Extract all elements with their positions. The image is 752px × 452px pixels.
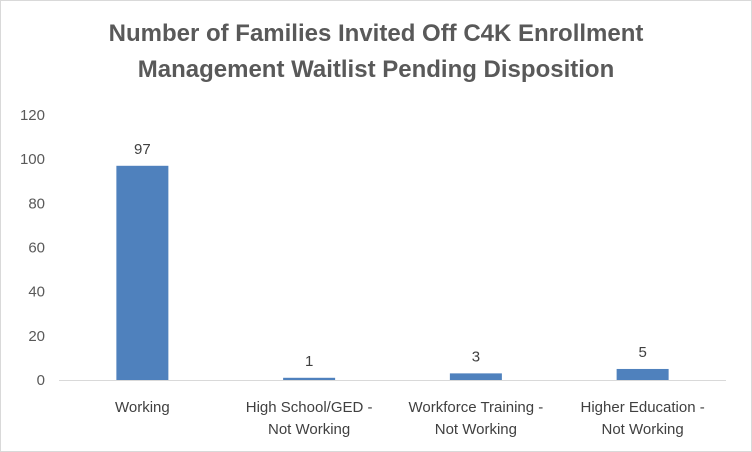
y-tick-label: 20 bbox=[28, 328, 45, 345]
y-tick-label: 100 bbox=[20, 151, 45, 168]
bars-group bbox=[116, 165, 669, 380]
y-tick-label: 40 bbox=[28, 284, 45, 301]
bar bbox=[449, 373, 502, 380]
bar bbox=[616, 368, 669, 380]
category-label: High School/GED - bbox=[246, 399, 373, 416]
y-tick-label: 60 bbox=[28, 240, 45, 257]
y-tick-label: 80 bbox=[28, 195, 45, 212]
category-label: Working bbox=[115, 399, 170, 416]
data-label: 97 bbox=[134, 141, 151, 158]
data-labels-group: 97 1 3 5 bbox=[134, 141, 647, 370]
data-label: 1 bbox=[305, 353, 313, 370]
y-axis-ticks: 0 20 40 60 80 100 120 bbox=[20, 107, 45, 389]
category-label: Workforce Training - bbox=[408, 399, 543, 416]
y-tick-label: 120 bbox=[20, 107, 45, 124]
data-label: 3 bbox=[472, 348, 480, 365]
bar bbox=[116, 165, 169, 380]
category-label: Not Working bbox=[268, 421, 350, 438]
chart-title-line-2: Management Waitlist Pending Disposition bbox=[138, 56, 614, 83]
y-tick-label: 0 bbox=[37, 372, 45, 389]
bar bbox=[283, 377, 336, 380]
chart-title-line-1: Number of Families Invited Off C4K Enrol… bbox=[109, 20, 644, 47]
category-labels-group: Working High School/GED - Not Working Workf… bbox=[115, 399, 705, 438]
category-label: Not Working bbox=[601, 421, 683, 438]
category-label: Not Working bbox=[435, 421, 517, 438]
data-label: 5 bbox=[638, 344, 646, 361]
category-label: Higher Education - bbox=[581, 399, 705, 416]
